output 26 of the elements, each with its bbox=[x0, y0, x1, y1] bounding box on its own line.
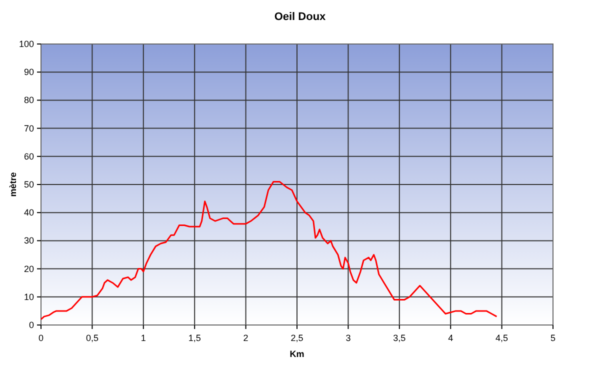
x-tick-label: 5 bbox=[550, 333, 556, 343]
y-axis-title: mètre bbox=[8, 172, 18, 197]
x-tick-label: 3,5 bbox=[393, 333, 406, 343]
x-axis-title: Km bbox=[290, 349, 304, 359]
x-tick-label: 1 bbox=[140, 333, 146, 343]
x-tick-label: 1,5 bbox=[188, 333, 201, 343]
x-tick-label: 4,5 bbox=[496, 333, 508, 343]
y-tick-label: 50 bbox=[24, 180, 34, 190]
x-tick-label: 2 bbox=[243, 333, 248, 343]
y-tick-label: 80 bbox=[24, 95, 34, 106]
y-tick-label: 30 bbox=[24, 236, 34, 246]
y-tick-label: 70 bbox=[24, 123, 34, 134]
y-tick-label: 20 bbox=[24, 264, 34, 274]
chart-title: Oeil Doux bbox=[274, 11, 327, 23]
y-tick-label: 90 bbox=[24, 67, 34, 78]
y-tick-label: 40 bbox=[24, 208, 34, 218]
x-tick-label: 2,5 bbox=[290, 333, 304, 343]
x-tick-label: 0,5 bbox=[86, 333, 98, 343]
x-tick-label: 4 bbox=[448, 333, 454, 343]
y-tick-label: 0 bbox=[28, 320, 34, 330]
x-tick-label: 0 bbox=[38, 333, 44, 343]
y-tick-label: 100 bbox=[18, 39, 34, 49]
y-tick-label: 10 bbox=[24, 292, 34, 302]
y-tick-label: 60 bbox=[24, 151, 34, 162]
line-series bbox=[40, 180, 498, 320]
x-tick-label: 3 bbox=[346, 333, 351, 343]
